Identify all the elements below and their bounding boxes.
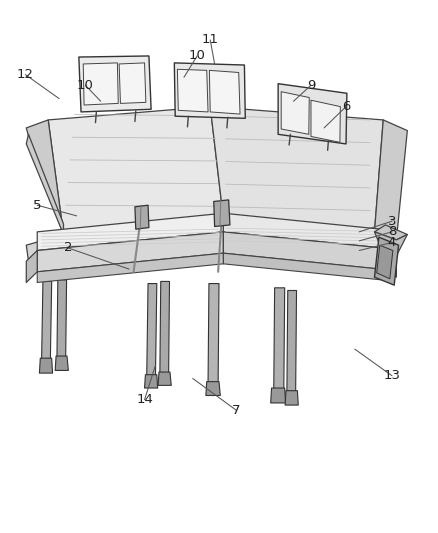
- Text: 12: 12: [17, 68, 34, 81]
- Polygon shape: [57, 280, 67, 357]
- Text: 8: 8: [388, 225, 396, 238]
- Polygon shape: [26, 235, 64, 261]
- Polygon shape: [278, 84, 347, 144]
- Polygon shape: [208, 284, 219, 383]
- Text: 13: 13: [384, 369, 400, 382]
- Polygon shape: [26, 134, 64, 235]
- Polygon shape: [79, 56, 151, 112]
- Polygon shape: [223, 213, 381, 248]
- Polygon shape: [26, 120, 64, 235]
- Polygon shape: [223, 253, 381, 280]
- Text: 6: 6: [342, 100, 350, 113]
- Text: 2: 2: [64, 241, 72, 254]
- Polygon shape: [377, 245, 393, 279]
- Text: 7: 7: [232, 404, 241, 417]
- Polygon shape: [206, 382, 220, 395]
- Polygon shape: [174, 63, 245, 118]
- Polygon shape: [39, 358, 53, 373]
- Text: 10: 10: [189, 50, 205, 62]
- Polygon shape: [287, 290, 297, 392]
- Polygon shape: [274, 288, 285, 389]
- Polygon shape: [83, 63, 118, 105]
- Polygon shape: [158, 372, 171, 385]
- Text: 4: 4: [388, 236, 396, 249]
- Polygon shape: [37, 213, 223, 251]
- Polygon shape: [223, 232, 381, 269]
- Polygon shape: [209, 70, 240, 114]
- Polygon shape: [214, 200, 230, 227]
- Polygon shape: [210, 107, 383, 232]
- Polygon shape: [160, 281, 170, 373]
- Text: 3: 3: [388, 215, 396, 228]
- Polygon shape: [271, 388, 286, 403]
- Text: 10: 10: [77, 79, 94, 92]
- Polygon shape: [374, 237, 399, 285]
- Polygon shape: [285, 391, 298, 405]
- Polygon shape: [42, 281, 52, 360]
- Text: 14: 14: [136, 393, 153, 406]
- Text: 11: 11: [202, 34, 219, 46]
- Polygon shape: [177, 69, 208, 112]
- Polygon shape: [37, 253, 223, 282]
- Polygon shape: [37, 232, 223, 272]
- Polygon shape: [374, 120, 407, 240]
- Polygon shape: [119, 63, 146, 103]
- Polygon shape: [374, 232, 407, 256]
- Polygon shape: [135, 205, 149, 229]
- Text: 5: 5: [33, 199, 42, 212]
- Polygon shape: [281, 92, 309, 134]
- Text: 9: 9: [307, 79, 315, 92]
- Polygon shape: [26, 251, 37, 282]
- Polygon shape: [145, 375, 158, 388]
- Polygon shape: [48, 107, 223, 235]
- Polygon shape: [147, 284, 157, 376]
- Polygon shape: [374, 225, 407, 240]
- Polygon shape: [55, 356, 68, 370]
- Polygon shape: [381, 248, 396, 277]
- Polygon shape: [311, 100, 340, 142]
